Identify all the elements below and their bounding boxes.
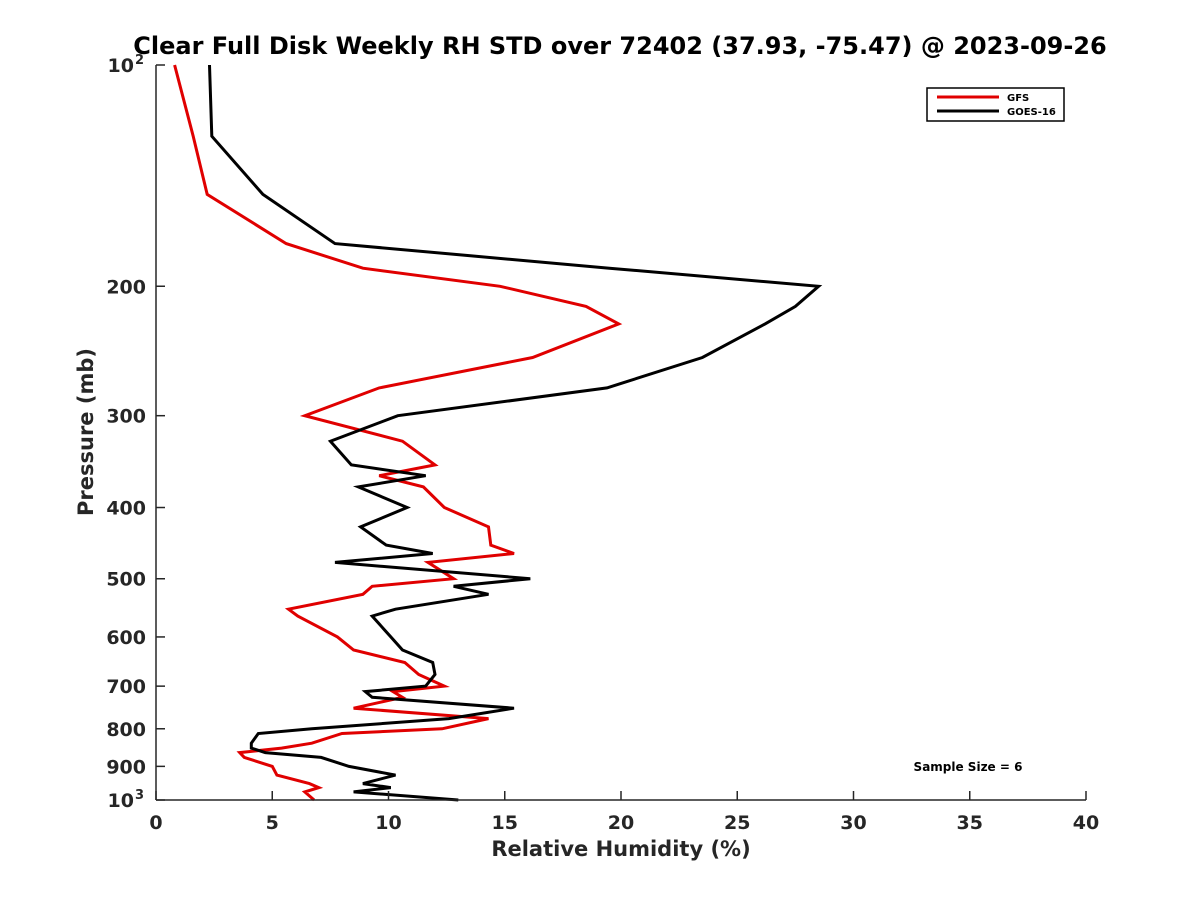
x-tick-label: 5 [266, 812, 279, 834]
series-line-goes-16 [208, 64, 823, 802]
y-tick-label: 700 [106, 676, 146, 698]
y-tick-label: 900 [106, 756, 146, 778]
x-tick-label: 25 [724, 812, 750, 834]
x-tick-label: 15 [492, 812, 518, 834]
x-axis-ticks: 0 5 10 15 20 25 30 35 40 [149, 791, 1099, 834]
y-axis-label: Pressure (mb) [74, 348, 98, 516]
legend-label-gfs: GFS [1007, 93, 1029, 104]
x-tick-label: 40 [1073, 812, 1099, 834]
y-tick-label: 600 [106, 627, 146, 649]
legend-label-goes-16: GOES-16 [1007, 107, 1056, 118]
x-tick-label: 30 [840, 812, 866, 834]
x-axis-label: Relative Humidity (%) [491, 837, 750, 861]
y-tick-label: 300 [106, 406, 146, 428]
y-tick-label: 200 [106, 276, 146, 298]
y-tick-exponent: 3 [135, 788, 144, 803]
y-tick-exponent: 2 [135, 53, 144, 68]
x-tick-label: 35 [957, 812, 983, 834]
x-tick-label: 0 [149, 812, 162, 834]
y-tick-label: 10 [108, 790, 134, 812]
y-tick-label: 10 [108, 55, 134, 77]
x-tick-label: 10 [375, 812, 401, 834]
y-tick-label: 500 [106, 569, 146, 591]
y-tick-label: 400 [106, 498, 146, 520]
x-tick-label: 20 [608, 812, 634, 834]
legend: GFS GOES-16 [926, 87, 1065, 122]
series-layer [173, 64, 823, 802]
sample-size-annotation: Sample Size = 6 [914, 760, 1023, 774]
plot-area [156, 65, 1086, 800]
legend-box [926, 87, 1065, 122]
y-tick-label: 800 [106, 719, 146, 741]
chart-title: Clear Full Disk Weekly RH STD over 72402… [133, 32, 1106, 60]
